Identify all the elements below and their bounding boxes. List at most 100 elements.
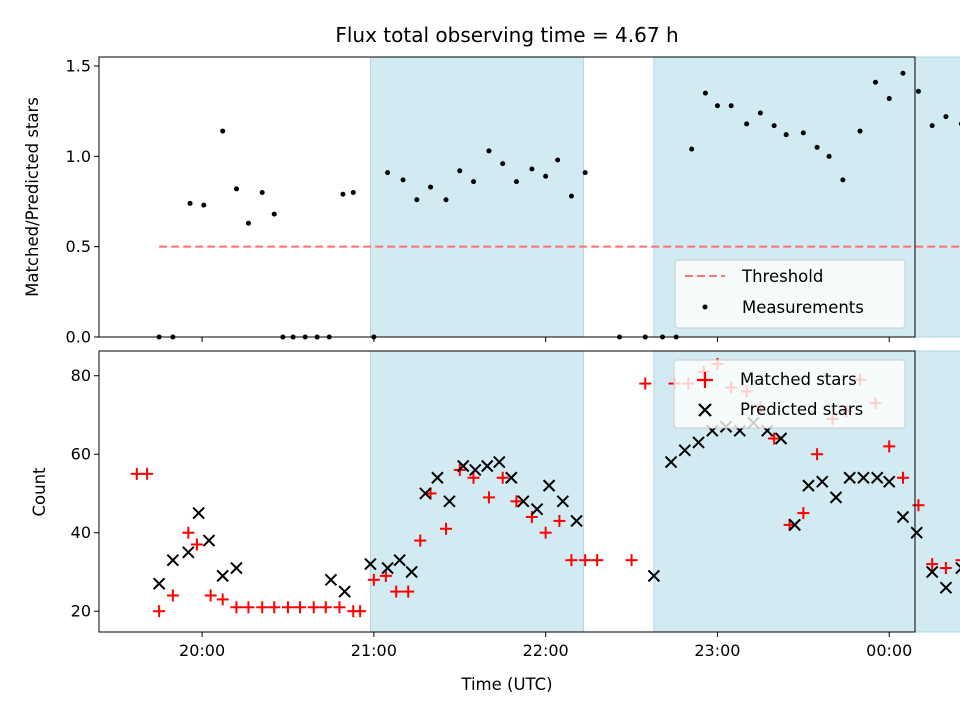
measurement-point	[582, 170, 588, 176]
measurement-point	[872, 79, 878, 85]
matched-star-point	[565, 554, 578, 567]
predicted-star-point	[381, 561, 394, 575]
x-tick-label: 23:00	[694, 641, 740, 660]
predicted-star-point	[493, 455, 506, 469]
measurement-point	[529, 166, 535, 172]
predicted-star-point	[505, 471, 518, 484]
bottom-legend: Matched stars Predicted stars	[673, 359, 906, 429]
matched-star-point	[141, 467, 154, 480]
predicted-star-point	[556, 495, 570, 508]
matched-star-point	[230, 601, 243, 614]
measurement-point	[471, 179, 477, 185]
matched-star-point	[896, 471, 909, 484]
matched-star-point	[553, 514, 566, 527]
matched-star-point	[307, 601, 320, 614]
measurement-point	[943, 114, 949, 120]
measurement-point	[814, 144, 820, 150]
predicted-star-point	[910, 526, 923, 539]
top-axes-frame	[98, 56, 916, 338]
predicted-star-point	[542, 479, 556, 492]
predicted-star-point	[152, 577, 166, 590]
predicted-star-point	[456, 459, 470, 473]
predicted-star-point	[419, 487, 432, 500]
matched-star-point	[256, 601, 269, 614]
matched-star-point	[153, 605, 166, 618]
predicted-star-point	[883, 475, 896, 488]
measurement-point	[500, 161, 506, 167]
predicted-star-point	[393, 553, 406, 567]
bot-y-tick-label: 80	[71, 366, 91, 385]
top-y-tick-label: 1.5	[66, 57, 91, 76]
matched-star-point	[402, 585, 415, 598]
legend-measurements-swatch	[702, 304, 708, 310]
matched-star-point	[319, 601, 332, 614]
x-tick-label: 20:00	[179, 641, 225, 660]
predicted-star-point	[230, 561, 243, 575]
predicted-star-point	[530, 502, 544, 516]
measurement-point	[220, 128, 226, 134]
x-tick-label: 21:00	[351, 641, 397, 660]
matched-star-point	[293, 601, 306, 614]
bot-observing-window-0	[369, 350, 584, 633]
matched-star-point	[216, 593, 229, 606]
matched-star-point	[440, 522, 453, 535]
legend-matched-label: Matched stars	[740, 370, 857, 389]
top-y-tick-label: 0.5	[66, 237, 91, 256]
top-observing-window-0	[369, 56, 584, 338]
predicted-star-point	[405, 565, 418, 579]
predicted-star-point	[338, 585, 351, 598]
predicted-star-point	[443, 495, 456, 508]
matched-star-point	[883, 440, 896, 453]
measurement-point	[233, 186, 239, 192]
matched-star-point	[926, 558, 939, 571]
bot-y-tick-label: 60	[71, 445, 91, 464]
predicted-star-point	[816, 475, 829, 488]
legend-matched-swatch	[697, 372, 713, 388]
bot-y-tick-label: 40	[71, 523, 91, 542]
measurement-point	[555, 157, 561, 163]
matched-star-point	[639, 377, 652, 390]
matched-star-point	[811, 448, 824, 461]
measurement-point	[187, 200, 193, 206]
predicted-star-point	[896, 510, 910, 524]
predicted-star-point	[469, 463, 482, 477]
top-legend: Threshold Measurements	[674, 259, 906, 329]
bottom-y-axis-label: Count	[30, 467, 49, 517]
measurement-point	[702, 90, 708, 96]
predicted-star-point	[166, 553, 180, 567]
measurement-point	[428, 184, 434, 190]
predicted-star-point	[802, 479, 815, 492]
predicted-star-point	[364, 557, 377, 571]
bottom-legend-box	[673, 359, 906, 429]
measurement-point	[857, 128, 863, 134]
predicted-star-point	[857, 471, 870, 484]
predicted-star-point	[324, 573, 338, 587]
measurement-point	[400, 177, 406, 183]
matched-star-point	[333, 601, 346, 614]
top-y-axis-label: Matched/Predicted stars	[23, 97, 42, 297]
predicted-star-point	[678, 444, 692, 457]
matched-star-point	[367, 573, 380, 586]
x-axis-label: Time (UTC)	[460, 675, 552, 694]
measurement-point	[245, 220, 251, 226]
matched-star-point	[912, 499, 925, 512]
matched-star-point	[130, 467, 143, 480]
measurement-point	[457, 168, 463, 174]
measurement-point	[350, 189, 356, 195]
predicted-star-point	[647, 569, 661, 583]
measurement-point	[757, 110, 763, 116]
matched-star-point	[496, 471, 509, 484]
legend-predicted-swatch	[698, 403, 712, 417]
predicted-star-point	[216, 569, 229, 583]
predicted-star-point	[192, 506, 205, 520]
predicted-star-point	[517, 495, 530, 508]
matched-star-point	[390, 585, 403, 598]
x-tick-label: 00:00	[866, 641, 912, 660]
matched-star-point	[539, 526, 552, 539]
measurement-point	[728, 103, 734, 109]
x-tick-label: 22:00	[523, 641, 569, 660]
chart-title: Flux total observing time = 4.67 h	[335, 23, 678, 47]
matched-star-point	[354, 605, 367, 618]
predicted-star-point	[843, 471, 856, 484]
